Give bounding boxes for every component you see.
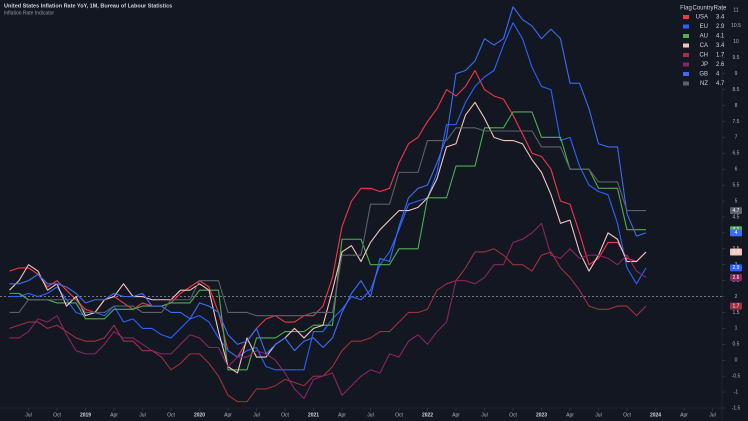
y-tick-label: 6 [735, 167, 738, 173]
legend-country: CA [700, 43, 708, 49]
y-tick-label: -1 [734, 389, 739, 395]
legend-country: GB [699, 72, 708, 78]
x-tick-label: Apr [452, 412, 460, 418]
y-tick-label: 2.5 [733, 278, 740, 284]
series-line [9, 6, 647, 355]
last-value-box [730, 264, 742, 272]
plot-area [0, 6, 722, 403]
legend-country: USA [696, 15, 708, 21]
x-tick-label: Oct [623, 412, 631, 418]
x-tick-label: Apr [224, 412, 232, 418]
x-tick-label: 2022 [422, 412, 433, 418]
y-tick-label: 0 [735, 358, 738, 364]
legend-flag [683, 43, 689, 48]
legend-flag [683, 72, 689, 76]
x-tick-label: Oct [53, 412, 61, 418]
last-value-label: 2.6 [733, 275, 740, 281]
last-value-box [730, 207, 742, 215]
x-tick-label: Oct [281, 412, 289, 418]
x-tick-label: 2020 [194, 412, 205, 418]
last-value-box [730, 273, 742, 281]
y-tick-label: 4.5 [733, 214, 740, 220]
y-tick-label: 0.5 [733, 342, 740, 348]
y-tick-label: 10 [733, 39, 739, 45]
x-tick-label: Jul [253, 412, 259, 418]
legend-rate: 3.4 [716, 15, 725, 21]
legend-flag [683, 53, 689, 57]
legend-rate: 3.4 [716, 43, 725, 49]
legend-rate: 2.6 [716, 62, 725, 68]
x-tick-label: Apr [680, 412, 688, 418]
legend-country: AU [700, 34, 708, 40]
x-tick-label: 2021 [308, 412, 319, 418]
legend-country: JP [701, 62, 708, 68]
last-value-label: 2.9 [733, 265, 740, 271]
y-tick-label: 9 [735, 71, 738, 77]
legend-flag [683, 15, 689, 19]
y-tick-label: 7 [735, 135, 738, 141]
x-tick-label: Jul [709, 412, 715, 418]
legend-rate: 1.7 [716, 53, 725, 59]
x-tick-label: Jul [25, 412, 31, 418]
y-tick-label: 1.5 [733, 310, 740, 316]
last-value-box [730, 248, 742, 256]
legend-flag [683, 24, 689, 29]
y-tick-label: 8 [735, 103, 738, 109]
x-tick-label: Oct [509, 412, 517, 418]
x-tick-label: Jul [139, 412, 145, 418]
y-tick-label: 10.5 [731, 23, 741, 29]
x-tick-label: Apr [110, 412, 118, 418]
chart-title: United States Inflation Rate YoY, 1M, Bu… [4, 3, 172, 9]
series-line [9, 248, 647, 403]
legend-rate: 2.9 [716, 24, 725, 30]
last-value-label: 4 [735, 230, 738, 236]
last-value-box [730, 229, 742, 237]
x-tick-label: 2019 [80, 412, 91, 418]
legend-rate: 4 [716, 72, 720, 78]
last-value-box [730, 302, 742, 310]
series-line [9, 222, 647, 399]
legend-flag [683, 62, 689, 67]
y-tick-label: 5 [735, 198, 738, 204]
series-line [9, 127, 646, 317]
legend-rate: 4.1 [716, 34, 725, 40]
last-value-label: 4.7 [733, 208, 740, 214]
legend-country: NZ [700, 81, 708, 87]
last-value-label: 3.4 [733, 249, 740, 255]
legend-flag [683, 81, 689, 86]
legend-header: Rate [714, 6, 727, 12]
x-tick-label: 2023 [536, 412, 547, 418]
y-tick-label: 8.5 [733, 87, 740, 93]
x-tick-label: Oct [395, 412, 403, 418]
x-tick-label: Apr [338, 412, 346, 418]
series-line [9, 69, 647, 358]
legend-rate: 4.7 [716, 81, 725, 87]
legend: Flag Country Rate USA 3.4 EU 2.9 AU 4.1 CA 3.4 CH 1.… [680, 6, 727, 88]
x-tick-label: Oct [167, 412, 175, 418]
legend-header: Country [692, 6, 713, 12]
legend-country: CH [699, 53, 708, 59]
x-tick-label: Jul [481, 412, 487, 418]
y-tick-label: 5.5 [733, 182, 740, 188]
y-tick-label: -1.5 [732, 405, 741, 411]
legend-flag [683, 34, 689, 38]
x-tick-label: Jul [367, 412, 373, 418]
chart-subtitle: Inflation Rate Indicator [4, 10, 54, 16]
y-tick-label: 7.5 [733, 119, 740, 125]
x-tick-label: Jul [595, 412, 601, 418]
y-tick-label: 11 [733, 7, 738, 13]
y-tick-label: -0.5 [732, 373, 741, 379]
y-tick-label: 1 [735, 326, 738, 332]
y-tick-label: 9.5 [733, 55, 740, 61]
last-value-label: 1.7 [733, 303, 740, 309]
x-tick-label: Apr [566, 412, 574, 418]
legend-country: EU [700, 24, 708, 30]
legend-header: Flag [680, 6, 692, 12]
y-tick-label: 6.5 [733, 151, 740, 157]
series-line [9, 111, 646, 371]
x-tick-label: 2024 [650, 412, 661, 418]
y-tick-label: 2 [735, 294, 738, 300]
